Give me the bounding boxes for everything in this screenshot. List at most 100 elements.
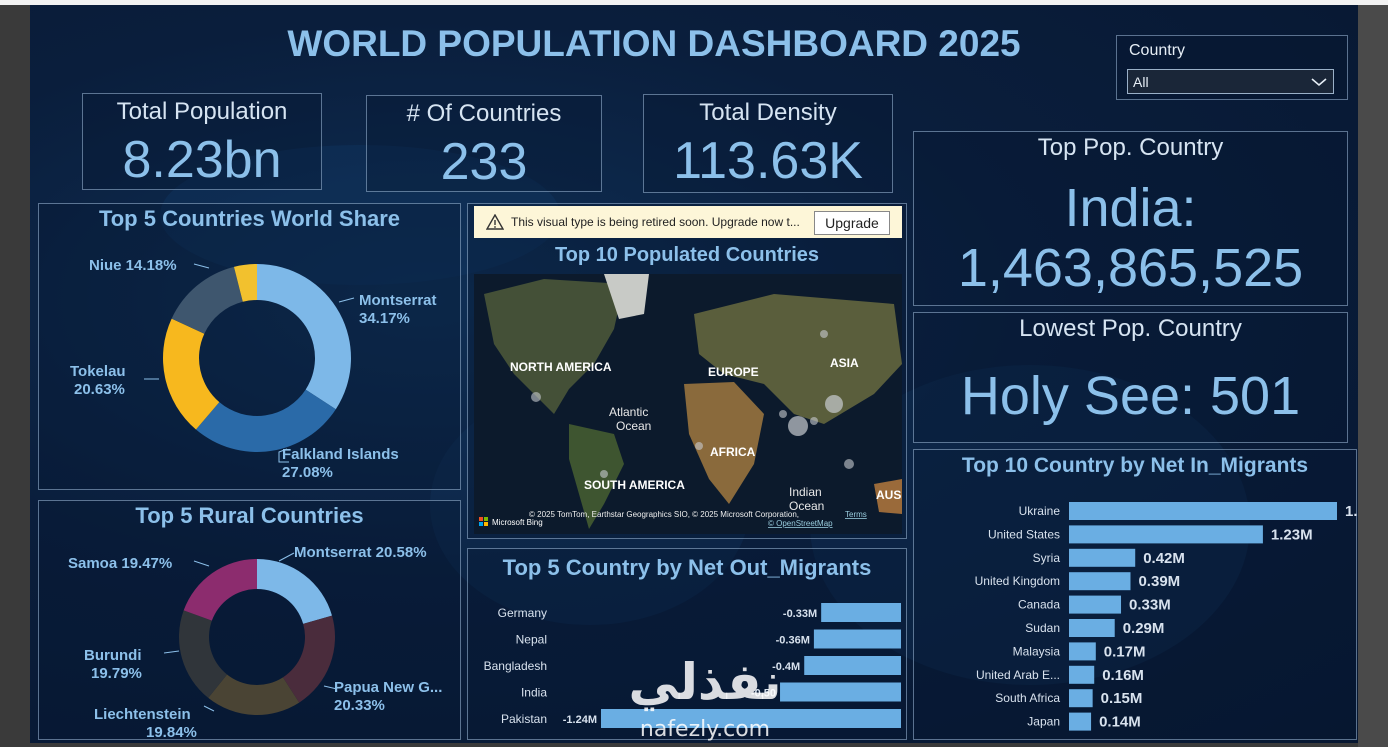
terms-link[interactable]: Terms xyxy=(845,510,867,519)
chart-title: Top 5 Rural Countries xyxy=(135,503,364,528)
report-canvas: WORLD POPULATION DASHBOARD 2025 Country … xyxy=(30,5,1358,743)
bar[interactable] xyxy=(804,656,901,675)
bar[interactable] xyxy=(1069,548,1136,567)
bar[interactable] xyxy=(1069,689,1093,708)
bar-category-label: Germany xyxy=(498,606,547,620)
kpi-total-density: Total Density 113.63K xyxy=(643,94,893,193)
bar[interactable] xyxy=(1069,665,1095,684)
populated-countries-map: This visual type is being retired soon. … xyxy=(467,203,907,539)
donut-segment[interactable] xyxy=(183,559,257,621)
card-value-line2: 1,463,865,525 xyxy=(957,238,1304,298)
leader-line xyxy=(323,685,338,690)
bar[interactable] xyxy=(601,709,901,728)
bar[interactable] xyxy=(1069,595,1122,614)
country-dropdown[interactable]: All xyxy=(1127,69,1334,94)
rural-countries-chart: Top 5 Rural Countries Montserrat 20.58% … xyxy=(38,500,461,741)
segment-pct: 20.33% xyxy=(334,697,385,714)
donut-segment[interactable] xyxy=(195,389,336,453)
segment-label: Niue 14.18% xyxy=(89,257,177,274)
segment-label: Samoa 19.47% xyxy=(68,555,172,572)
upgrade-button[interactable]: Upgrade xyxy=(814,211,890,235)
bar[interactable] xyxy=(1069,525,1263,544)
bar-value-label: -0.4M xyxy=(772,661,800,673)
card-label: Lowest Pop. Country xyxy=(1019,315,1242,342)
donut-segment[interactable] xyxy=(257,559,333,624)
bar-category-label: United Arab E... xyxy=(976,668,1060,682)
bar-value-label: 0.17M xyxy=(1104,643,1146,660)
map-label: AUS xyxy=(876,488,901,502)
kpi-label: Total Density xyxy=(699,99,837,126)
segment-label: Falkland Islands xyxy=(282,446,399,463)
chart-title: Top 5 Countries World Share xyxy=(98,206,401,231)
top-pop-country-card: Top Pop. Country India: 1,463,865,525 xyxy=(913,131,1348,306)
donut-segment[interactable] xyxy=(163,318,220,430)
segment-label: Montserrat 20.58% xyxy=(294,544,427,561)
kpi-value: 233 xyxy=(440,133,528,191)
kpi-label: # Of Countries xyxy=(406,100,562,127)
kpi-total-population: Total Population 8.23bn xyxy=(82,93,322,190)
donut-segment[interactable] xyxy=(208,674,300,715)
segment-label: Papua New G... xyxy=(334,679,442,696)
kpi-value: 8.23bn xyxy=(122,131,282,189)
bar-value-label: 0.39M xyxy=(1138,573,1180,590)
donut-segment[interactable] xyxy=(257,264,351,410)
kpi-number-of-countries: # Of Countries 233 xyxy=(366,95,602,192)
leader-line xyxy=(278,552,295,562)
bar-chart: Ukraine 1.7M United States 1.23M Syria 0.42M U… xyxy=(975,502,1358,731)
bar[interactable] xyxy=(1069,572,1131,591)
donut-segment[interactable] xyxy=(171,266,243,334)
card-label: Top Pop. Country xyxy=(1037,134,1224,161)
leader-line xyxy=(278,448,289,463)
segment-pct: 27.08% xyxy=(282,464,333,481)
osm-link[interactable]: © OpenStreetMap xyxy=(768,519,833,528)
card-value: Holy See: 501 xyxy=(960,366,1301,426)
leader-line xyxy=(193,560,210,567)
map-bubble xyxy=(779,410,787,418)
bar-value-label: -0.33M xyxy=(783,608,817,620)
map-bubble xyxy=(788,416,808,436)
out-migrants-chart: Top 5 Country by Net Out_Migrants German… xyxy=(467,548,907,740)
donut-segment[interactable] xyxy=(233,264,257,302)
map-bubble xyxy=(820,330,828,338)
bar-value-label: -0.36M xyxy=(776,635,810,647)
bar-value-label: 1.23M xyxy=(1271,526,1313,543)
chart-title: Top 5 Country by Net Out_Migrants xyxy=(502,555,872,580)
bar[interactable] xyxy=(780,682,901,702)
map-copyright: © 2025 TomTom, Earthstar Geographics SIO… xyxy=(529,510,799,519)
scroll-gutter xyxy=(1358,5,1388,747)
dashboard-title: WORLD POPULATION DASHBOARD 2025 xyxy=(287,23,1021,64)
bar[interactable] xyxy=(1069,642,1096,661)
map-bubble xyxy=(600,470,608,478)
in-migrants-chart: Top 10 Country by Net In_Migrants Ukrain… xyxy=(913,449,1358,740)
bar-category-label: Canada xyxy=(1018,598,1060,612)
bar[interactable] xyxy=(821,603,901,622)
world-share-chart: Top 5 Countries World Share Montserrat 3… xyxy=(38,203,461,490)
bar[interactable] xyxy=(1069,502,1337,520)
bar[interactable] xyxy=(1069,619,1115,637)
slicer-label: Country xyxy=(1129,42,1186,59)
bar-value-label: 0.15M xyxy=(1101,690,1143,707)
bar-value-label: 0.16M xyxy=(1102,667,1144,684)
map-label: Indian xyxy=(789,485,822,499)
bar-category-label: United States xyxy=(988,527,1060,541)
bar-category-label: Ukraine xyxy=(1019,504,1061,518)
donut-chart: Montserrat 20.58% Papua New G... 20.33% … xyxy=(68,544,442,741)
donut-segment[interactable] xyxy=(282,615,335,703)
bar-category-label: Sudan xyxy=(1025,621,1060,635)
segment-pct: 34.17% xyxy=(359,310,410,327)
bar-category-label: Bangladesh xyxy=(484,659,547,673)
lowest-pop-country-card: Lowest Pop. Country Holy See: 501 xyxy=(913,312,1348,443)
bar-category-label: United Kingdom xyxy=(975,574,1060,588)
bar[interactable] xyxy=(1069,712,1092,731)
bar-value-label: 0.42M xyxy=(1143,550,1185,567)
map-label: ASIA xyxy=(830,356,859,370)
bar-value-label: 0.33M xyxy=(1129,597,1171,614)
bar[interactable] xyxy=(813,629,901,649)
donut-segment[interactable] xyxy=(179,610,228,698)
bar-category-label: Syria xyxy=(1033,551,1061,565)
chart-title: Top 10 Populated Countries xyxy=(554,244,820,266)
chevron-down-icon xyxy=(1311,78,1327,87)
bar-category-label: India xyxy=(521,686,547,700)
bar-value-label: -0.50 xyxy=(751,688,776,700)
bar-value-label: 0.14M xyxy=(1099,714,1141,731)
